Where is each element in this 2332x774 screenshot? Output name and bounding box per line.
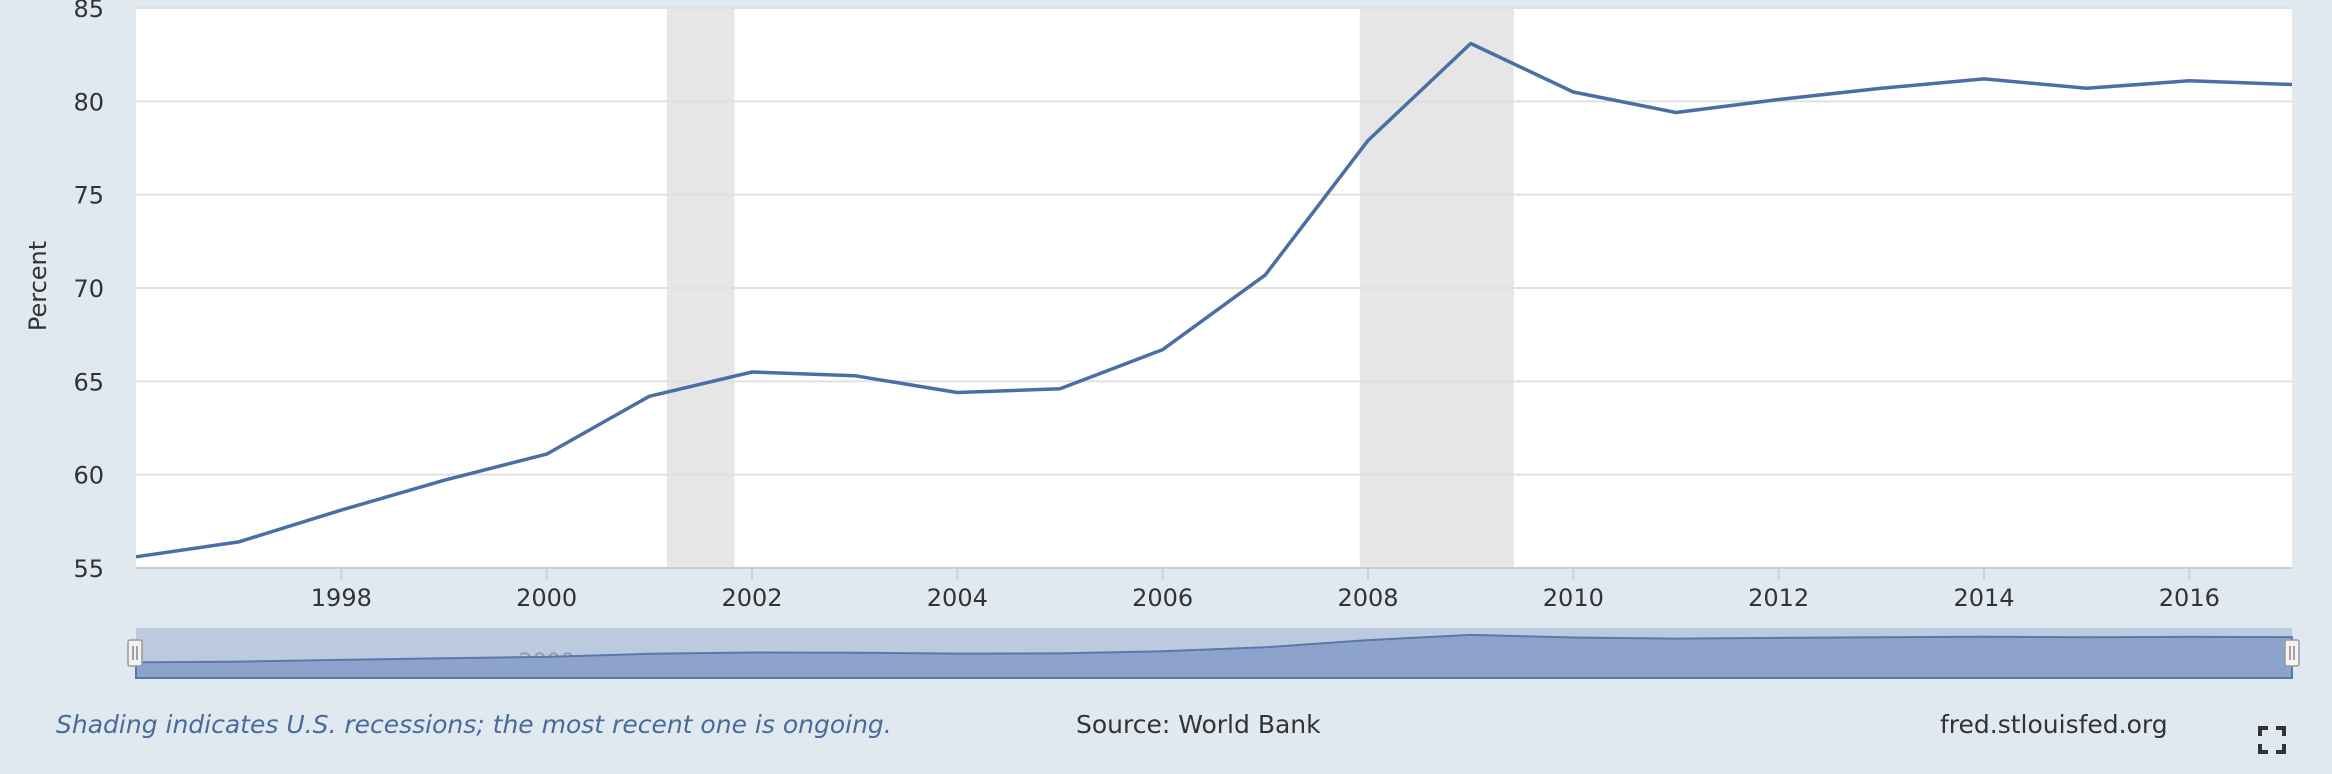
x-tick-label: 1998	[311, 584, 372, 612]
data-point[interactable]	[438, 474, 450, 486]
data-point[interactable]	[1567, 86, 1579, 98]
data-point[interactable]	[1773, 93, 1785, 105]
data-point[interactable]	[130, 551, 142, 563]
y-tick-label: 65	[73, 368, 104, 396]
y-tick-label: 85	[73, 0, 104, 23]
data-point[interactable]	[2286, 79, 2298, 91]
x-tick-label: 2006	[1132, 584, 1193, 612]
navigator-handle-left[interactable]	[127, 639, 143, 667]
x-tick-label: 2002	[721, 584, 782, 612]
navigator-handle-right[interactable]	[2284, 639, 2300, 667]
data-point[interactable]	[746, 366, 758, 378]
data-point[interactable]	[335, 504, 347, 516]
navigator-area	[135, 633, 2293, 679]
data-point[interactable]	[1465, 37, 1477, 49]
data-point[interactable]	[1362, 135, 1374, 147]
x-tick-label: 2012	[1748, 584, 1809, 612]
x-tick-label: 2010	[1543, 584, 1604, 612]
y-tick-label: 60	[73, 462, 104, 490]
y-axis-label: Percent	[24, 241, 52, 331]
data-point[interactable]	[233, 536, 245, 548]
data-point[interactable]	[1259, 269, 1271, 281]
source-label: Source: World Bank	[1076, 710, 1321, 739]
data-point[interactable]	[541, 448, 553, 460]
data-point[interactable]	[1054, 383, 1066, 395]
data-point[interactable]	[2183, 75, 2195, 87]
recession-note: Shading indicates U.S. recessions; the m…	[56, 710, 892, 739]
x-tick-label: 2016	[2159, 584, 2220, 612]
data-point[interactable]	[1670, 107, 1682, 119]
x-tick-label: 2004	[927, 584, 988, 612]
data-point[interactable]	[1875, 82, 1887, 94]
data-point[interactable]	[951, 387, 963, 399]
data-point[interactable]	[2081, 82, 2093, 94]
site-link[interactable]: fred.stlouisfed.org	[1940, 710, 2168, 739]
x-tick-label: 2000	[516, 584, 577, 612]
data-point[interactable]	[1157, 344, 1169, 356]
data-point[interactable]	[643, 390, 655, 402]
data-point[interactable]	[849, 370, 861, 382]
y-tick-label: 75	[73, 182, 104, 210]
y-tick-label: 80	[73, 88, 104, 116]
data-point[interactable]	[1978, 73, 1990, 85]
y-tick-label: 55	[73, 555, 104, 583]
y-tick-label: 70	[73, 275, 104, 303]
fullscreen-icon[interactable]	[2258, 726, 2286, 754]
x-tick-label: 2014	[1953, 584, 2014, 612]
series-line[interactable]	[135, 41, 2293, 559]
x-tick-label: 2008	[1337, 584, 1398, 612]
